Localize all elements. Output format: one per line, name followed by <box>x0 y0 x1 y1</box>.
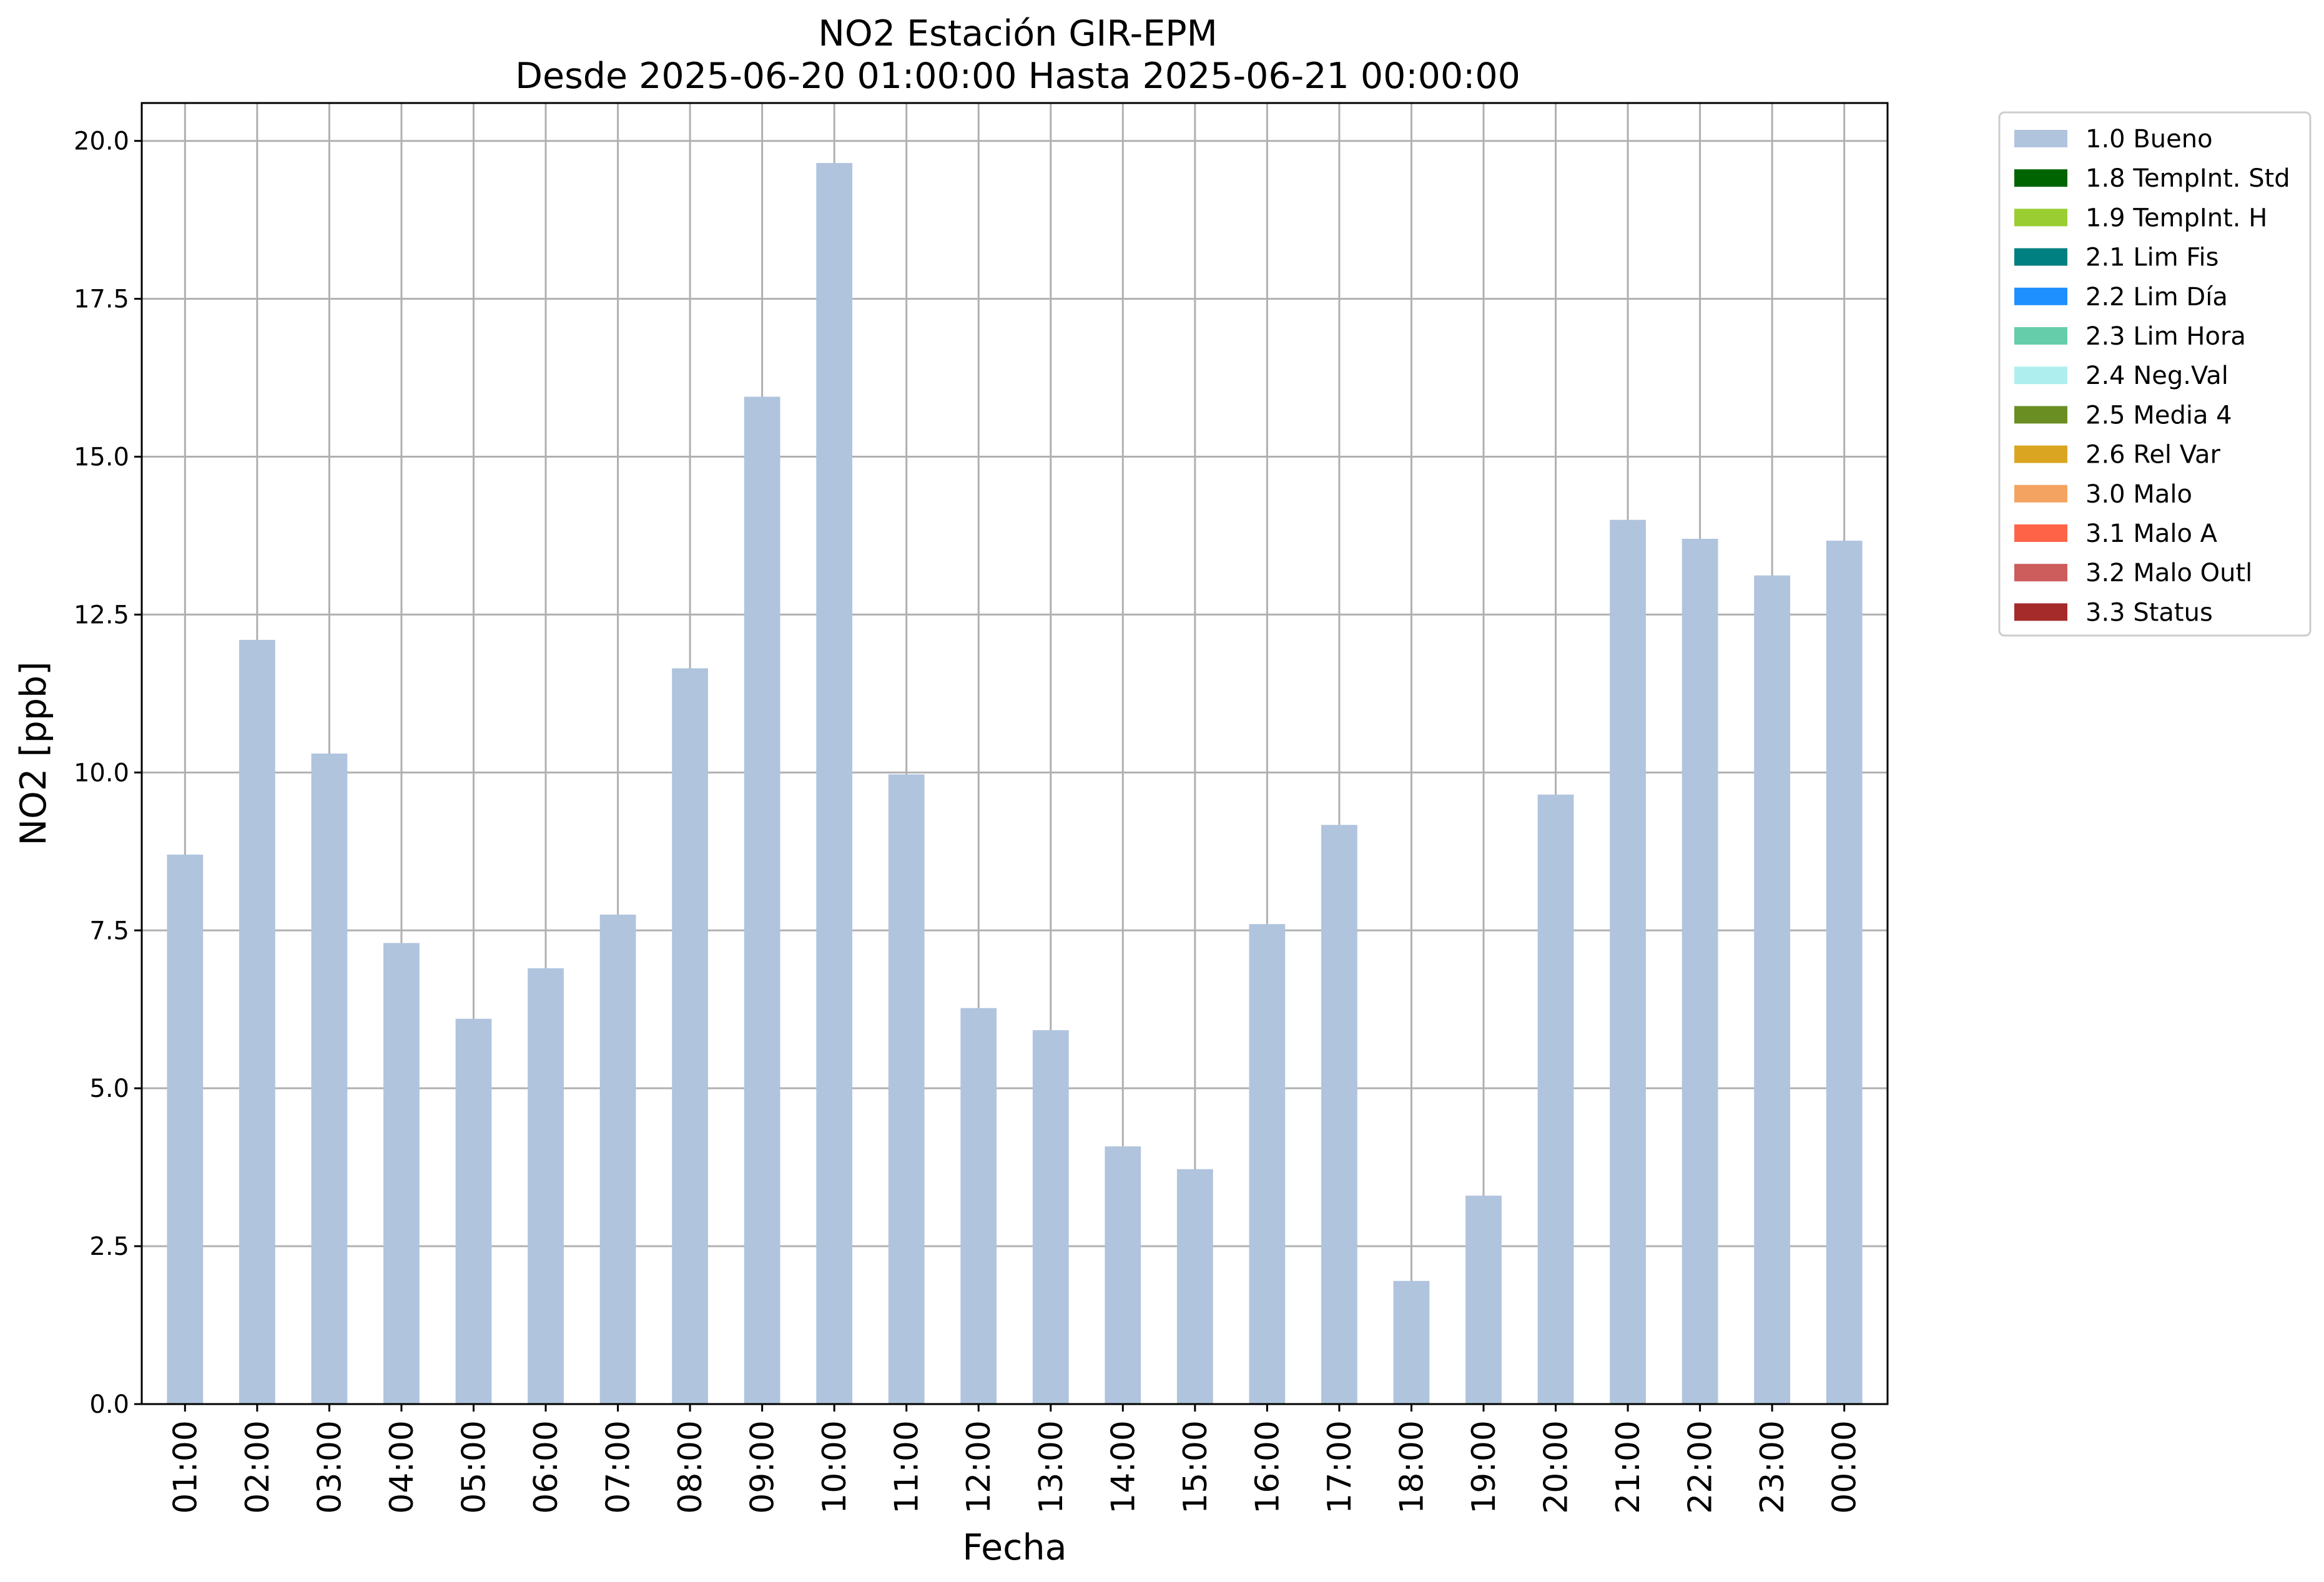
bar-2000 <box>1537 794 1574 1404</box>
x-tick-label: 01:00 <box>167 1420 204 1514</box>
legend-label: 1.9 TempInt. H <box>2085 204 2267 232</box>
legend-swatch <box>2014 564 2067 582</box>
x-tick-label: 07:00 <box>600 1420 638 1514</box>
legend-swatch <box>2014 209 2067 227</box>
x-tick-label: 12:00 <box>960 1420 998 1514</box>
bar-0400 <box>383 943 420 1404</box>
bar-0900 <box>744 396 780 1404</box>
legend-swatch <box>2014 445 2067 463</box>
x-tick-label: 02:00 <box>239 1420 277 1514</box>
bar-1700 <box>1321 825 1357 1404</box>
bar-2200 <box>1681 539 1718 1404</box>
legend-swatch <box>2014 484 2067 503</box>
bar-0600 <box>528 968 564 1404</box>
legend-label: 2.4 Neg.Val <box>2085 361 2228 390</box>
legend-swatch <box>2014 603 2067 621</box>
y-tick-label: 5.0 <box>89 1074 129 1103</box>
y-tick-label: 15.0 <box>74 443 129 472</box>
y-axis-ticks: 0.0 2.5 5.0 7.5 10.0 12.5 15.0 17.5 20.0 <box>74 127 142 1419</box>
legend-items: 1.0 Bueno 1.8 TempInt. Std 1.9 TempInt. H 2… <box>2014 125 2290 627</box>
bar-1200 <box>960 1008 997 1404</box>
legend: 1.0 Bueno 1.8 TempInt. Std 1.9 TempInt. H 2… <box>1998 111 2312 637</box>
bar-1400 <box>1105 1146 1141 1404</box>
x-tick-label: 17:00 <box>1321 1420 1359 1514</box>
x-tick-label: 16:00 <box>1249 1420 1286 1514</box>
bar-0700 <box>599 914 636 1404</box>
bar-1500 <box>1176 1169 1213 1404</box>
y-tick-label: 20.0 <box>74 127 129 156</box>
legend-swatch <box>2014 248 2067 266</box>
legend-label: 3.0 Malo <box>2085 480 2192 509</box>
x-tick-label: 18:00 <box>1393 1420 1430 1514</box>
bar-1800 <box>1393 1280 1430 1404</box>
x-tick-label: 20:00 <box>1538 1420 1575 1514</box>
y-tick-label: 12.5 <box>74 601 129 629</box>
x-tick-label: 05:00 <box>455 1420 493 1514</box>
bar-0800 <box>672 668 708 1404</box>
bar-0100 <box>167 854 204 1404</box>
legend-swatch <box>2014 366 2067 385</box>
legend-label: 3.2 Malo Outl <box>2085 559 2252 587</box>
legend-swatch <box>2014 130 2067 147</box>
plot-area-frame <box>140 102 1889 1405</box>
legend-swatch <box>2014 327 2067 345</box>
x-tick-label: 14:00 <box>1105 1420 1142 1514</box>
legend-label: 2.5 Media 4 <box>2085 401 2232 430</box>
x-tick-label: 23:00 <box>1754 1420 1791 1514</box>
legend-swatch <box>2014 524 2067 542</box>
bar-1100 <box>888 774 925 1404</box>
chart-title: NO2 Estación GIR-EPM <box>818 13 1218 54</box>
legend-swatch <box>2014 169 2067 187</box>
chart-subtitle: Desde 2025-06-20 01:00:00 Hasta 2025-06-… <box>515 56 1520 97</box>
x-tick-label: 03:00 <box>311 1420 348 1514</box>
y-tick-label: 7.5 <box>89 916 129 945</box>
legend-swatch <box>2014 406 2067 424</box>
bar-0500 <box>455 1018 492 1404</box>
legend-label: 1.0 Bueno <box>2085 125 2213 154</box>
x-tick-label: 13:00 <box>1033 1420 1070 1514</box>
legend-label: 3.1 Malo A <box>2085 519 2218 548</box>
x-axis-ticks: 01:00 02:00 03:00 04:00 05:00 06:00 07:00 08:00… <box>167 1404 1864 1514</box>
legend-label: 3.3 Status <box>2085 598 2213 627</box>
x-tick-label: 10:00 <box>816 1420 854 1514</box>
bar-series <box>167 163 1863 1405</box>
legend-frame <box>1998 111 2312 637</box>
y-tick-label: 17.5 <box>74 285 129 314</box>
legend-swatch <box>2014 287 2067 305</box>
legend-label: 1.8 TempInt. Std <box>2085 164 2290 193</box>
x-tick-label: 19:00 <box>1465 1420 1503 1514</box>
x-tick-label: 08:00 <box>672 1420 709 1514</box>
legend-label: 2.2 Lim Día <box>2085 283 2228 312</box>
x-tick-label: 22:00 <box>1682 1420 1720 1514</box>
x-tick-label: 04:00 <box>383 1420 421 1514</box>
y-tick-label: 0.0 <box>89 1390 129 1419</box>
bar-1300 <box>1032 1030 1069 1404</box>
bar-1600 <box>1249 924 1286 1404</box>
x-axis-label: Fecha <box>962 1527 1066 1568</box>
bar-1900 <box>1465 1196 1502 1404</box>
y-tick-label: 2.5 <box>89 1232 129 1261</box>
y-axis-label: NO2 [ppb] <box>13 662 54 846</box>
y-tick-label: 10.0 <box>74 759 129 787</box>
bar-0300 <box>311 754 348 1404</box>
bar-0000 <box>1826 541 1863 1405</box>
bar-2100 <box>1610 519 1646 1404</box>
x-tick-label: 15:00 <box>1177 1420 1214 1514</box>
legend-label: 2.1 Lim Fis <box>2085 243 2218 272</box>
legend-label: 2.3 Lim Hora <box>2085 322 2246 351</box>
legend-label: 2.6 Rel Var <box>2085 441 2221 469</box>
x-tick-label: 06:00 <box>528 1420 565 1514</box>
x-tick-label: 11:00 <box>889 1420 926 1514</box>
x-tick-label: 00:00 <box>1826 1420 1864 1514</box>
bar-0200 <box>239 639 275 1404</box>
x-tick-label: 21:00 <box>1610 1420 1647 1514</box>
x-tick-label: 09:00 <box>744 1420 782 1514</box>
bar-2300 <box>1754 575 1791 1404</box>
bar-1000 <box>816 163 853 1404</box>
